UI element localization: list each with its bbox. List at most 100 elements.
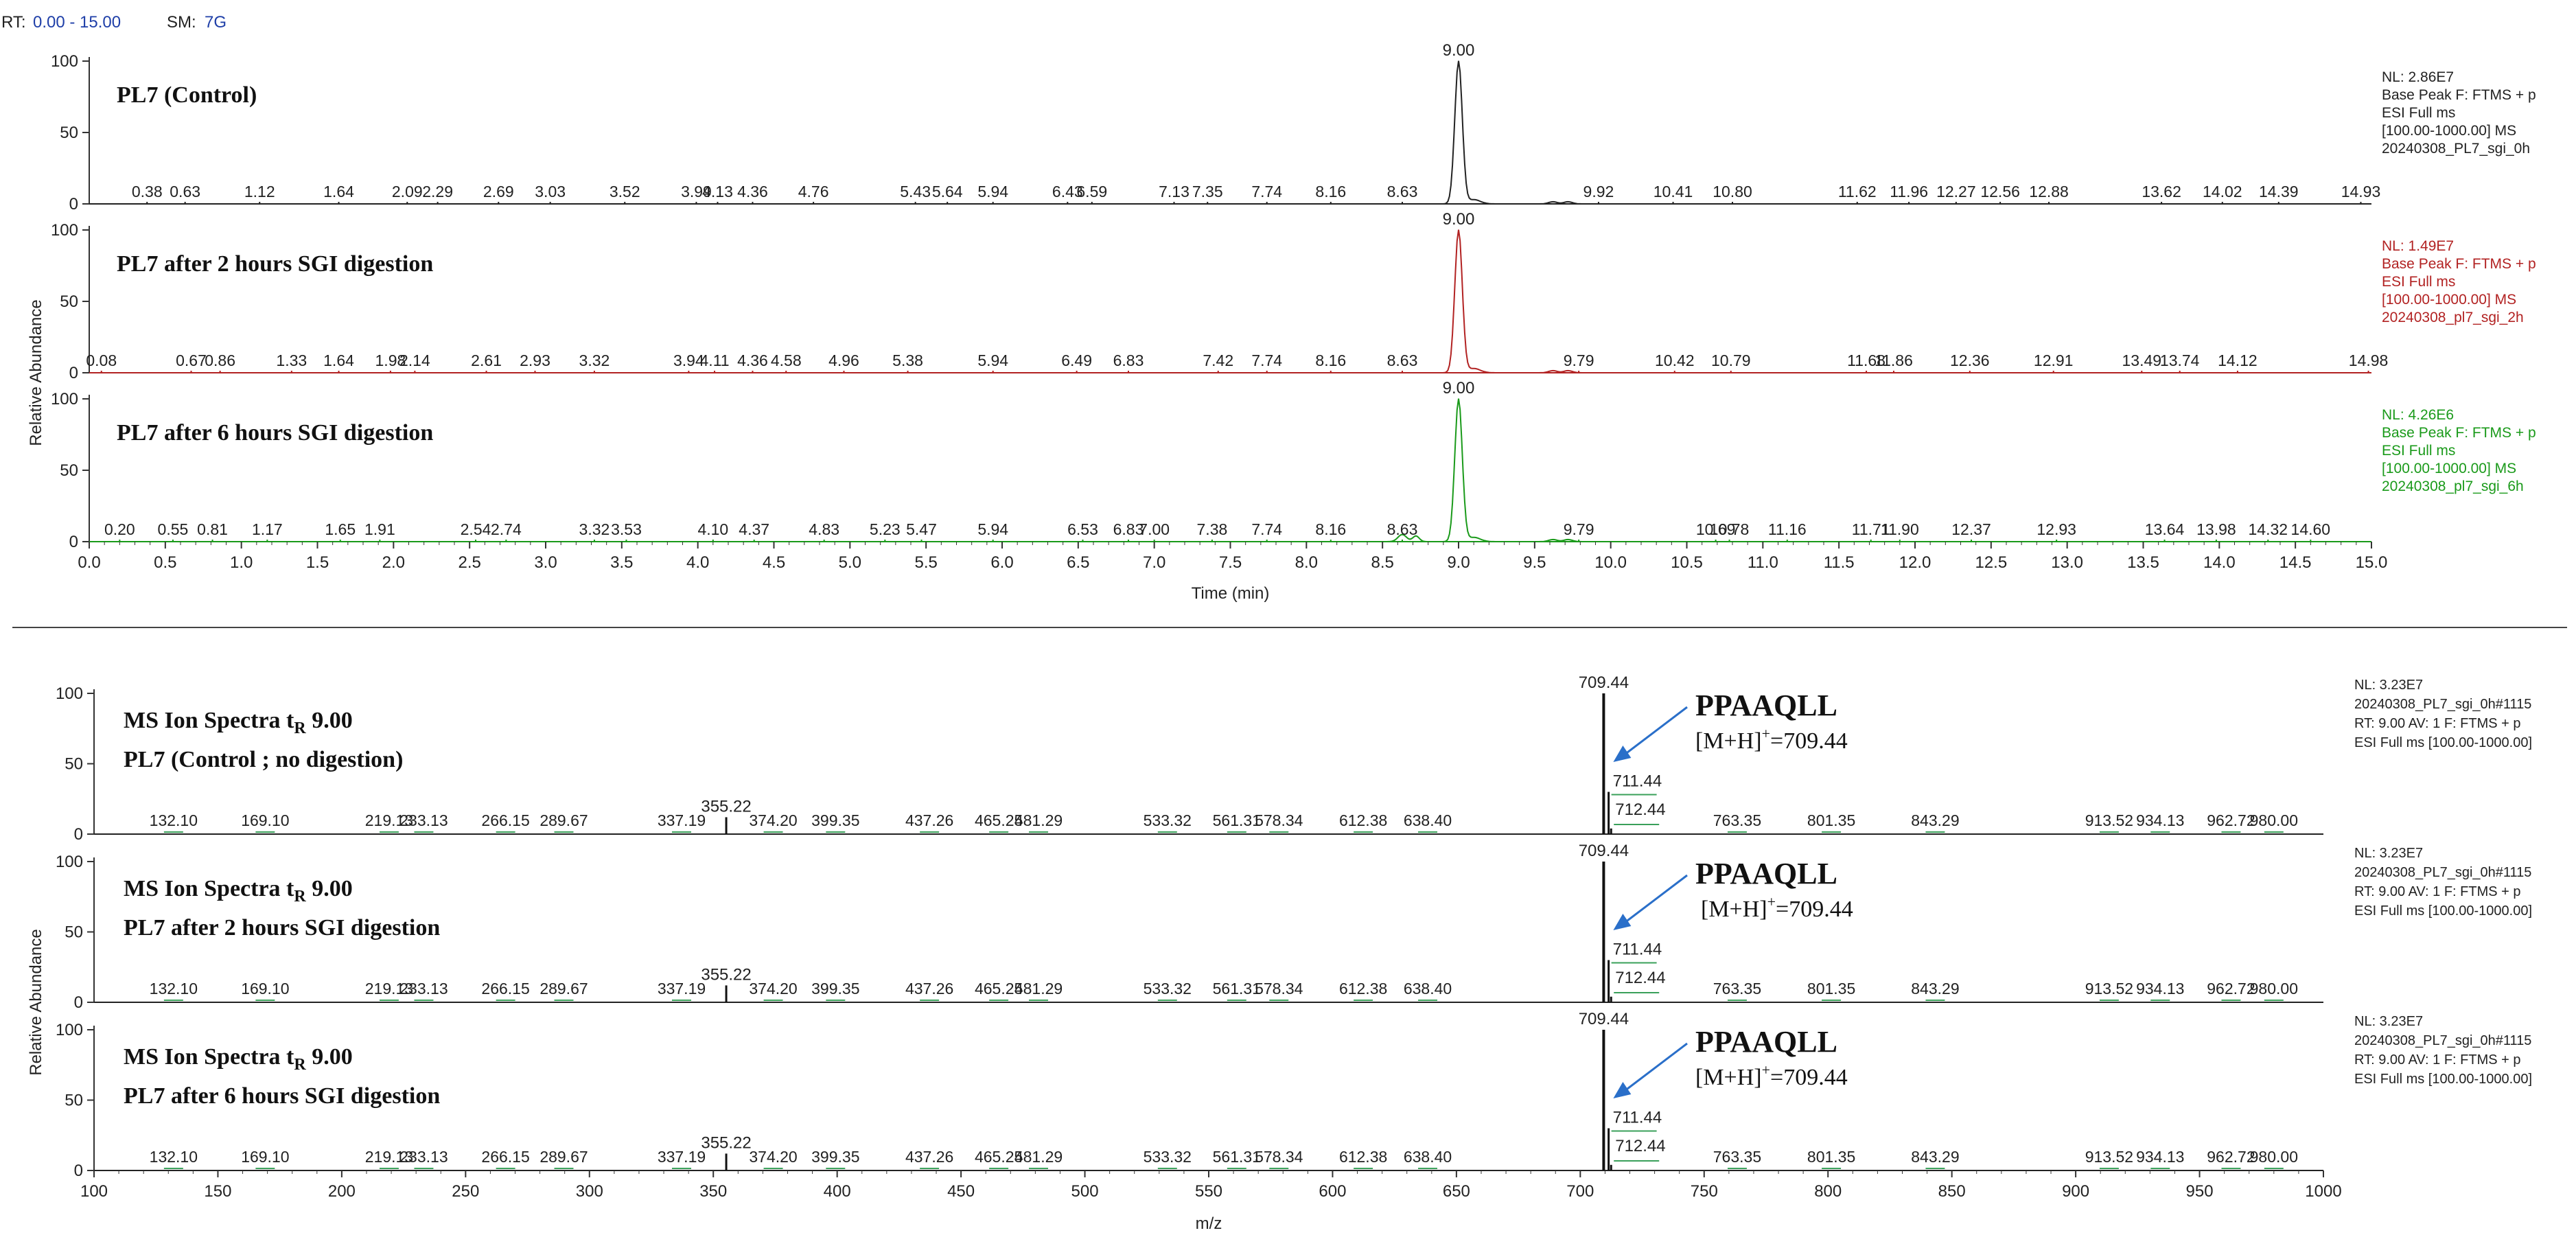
peak-label: 561.31 <box>1213 811 1261 829</box>
x-tick-label: 12.0 <box>1899 553 1931 572</box>
panel-title: PL7 after 6 hours SGI digestion <box>117 420 433 446</box>
annotation-arrow <box>1619 1042 1688 1096</box>
panel-title: PL7 after 2 hours SGI digestion <box>117 251 433 277</box>
y-axis-title: Relative Abundance <box>27 299 45 446</box>
peak-label: 4.96 <box>828 351 859 369</box>
x-tick-label: 800 <box>1814 1182 1842 1201</box>
x-tick-label: 0.5 <box>154 553 176 572</box>
spectrum-title-suffix: 9.00 <box>306 708 353 733</box>
x-tick-label: 14.5 <box>2279 553 2312 572</box>
peak-label: 980.00 <box>2250 811 2298 829</box>
x-tick-label: 14.0 <box>2203 553 2236 572</box>
x-tick-label: 6.0 <box>990 553 1013 572</box>
x-tick-label: 2.5 <box>458 553 480 572</box>
chromatogram-panel-1: 0 50 100 9.00 0.38 0.63 1.12 1.64 2.09 2.29 2.69 3.… <box>51 41 2536 214</box>
peak-label: 10.80 <box>1713 183 1752 200</box>
ion-prefix: [M+H] <box>1695 1065 1762 1090</box>
y-tick-label: 0 <box>74 825 83 844</box>
spectrum-title: MS Ion Spectra tR 9.00 <box>124 1044 353 1074</box>
peak-label: 9.79 <box>1564 520 1594 538</box>
x-tick-label: 750 <box>1691 1182 1718 1201</box>
peak-label: 4.13 <box>702 183 733 200</box>
peak-label: 2.54 <box>461 520 491 538</box>
peak-label: 3.94 <box>673 351 704 369</box>
peak-label: 12.88 <box>2029 183 2069 200</box>
info-line: 20240308_PL7_sgi_0h#1115 <box>2354 697 2531 712</box>
peak-label: 355.22 <box>701 797 751 816</box>
peak-label: 132.10 <box>150 1148 198 1166</box>
peak-label: 8.63 <box>1387 351 1418 369</box>
peak-label: 2.09 <box>392 183 423 200</box>
peak-label: 233.13 <box>399 811 448 829</box>
peak-label: 13.98 <box>2196 520 2236 538</box>
peak-label: 4.36 <box>737 183 768 200</box>
peak-label: 374.20 <box>749 1148 797 1166</box>
ion-superscript: + <box>1762 725 1770 742</box>
main-peak-label: 9.00 <box>1443 379 1475 397</box>
peak-label: 913.52 <box>2085 1148 2133 1166</box>
y-tick-label: 100 <box>51 390 78 408</box>
peak-label: 6.83 <box>1113 520 1144 538</box>
peak-label: 1.65 <box>325 520 356 538</box>
peak-label: 5.43 <box>900 183 931 200</box>
peak-label: 266.15 <box>481 1148 529 1166</box>
info-line: 20240308_PL7_sgi_0h#1115 <box>2354 865 2531 880</box>
annotation-arrow <box>1619 706 1688 759</box>
spectrum-title: MS Ion Spectra tR 9.00 <box>124 708 353 737</box>
peak-label: 612.38 <box>1339 811 1387 829</box>
sm-value: 7G <box>205 13 227 32</box>
rt-range: 0.00 - 15.00 <box>33 13 121 32</box>
peak-label: 4.36 <box>737 351 768 369</box>
x-tick-label: 7.0 <box>1143 553 1165 572</box>
peak-label: 5.47 <box>906 520 937 538</box>
spectrum-subtitle: PL7 after 6 hours SGI digestion <box>124 1083 440 1109</box>
ion-prefix: [M+H] <box>1695 728 1762 754</box>
y-tick-label: 100 <box>56 684 83 703</box>
peak-label: 10.78 <box>1710 520 1750 538</box>
y-tick-label: 50 <box>60 292 78 311</box>
peak-label: 8.16 <box>1315 183 1346 200</box>
x-tick-label: 500 <box>1071 1182 1099 1201</box>
chromatogram-panel-2: 0 50 100 9.00 0.08 0.670.86 1.33 1.64 1.982.14 2.… <box>51 210 2536 382</box>
peak-label: 1.12 <box>244 183 275 200</box>
peak-label: 5.94 <box>977 183 1008 200</box>
peak-label: 289.67 <box>539 1148 588 1166</box>
spectrum-title-prefix: MS Ion Spectra t <box>124 1044 294 1070</box>
arrow-head <box>1613 1082 1632 1098</box>
ion-prefix: [M+H] <box>1701 897 1767 922</box>
x-tick-label: 8.0 <box>1295 553 1318 572</box>
peak-label: 7.38 <box>1197 520 1228 538</box>
peak-label: 801.35 <box>1807 1148 1855 1166</box>
x-tick-label: 3.0 <box>534 553 557 572</box>
peak-label: 169.10 <box>241 811 289 829</box>
x-tick-label: 950 <box>2186 1182 2214 1201</box>
peak-label: 6.49 <box>1061 351 1092 369</box>
spectrum-title-subscript: R <box>294 888 306 905</box>
peak-label: 1.91 <box>364 520 395 538</box>
peak-label: 3.52 <box>610 183 640 200</box>
peak-label: 2.29 <box>422 183 453 200</box>
peak-label: 355.22 <box>701 1133 751 1152</box>
peak-label: 481.29 <box>1014 980 1063 997</box>
annotation-arrow <box>1619 874 1688 927</box>
peak-label: 465.25 <box>975 980 1023 997</box>
peak-label: 561.31 <box>1213 1148 1261 1166</box>
peak-label: 711.44 <box>1613 941 1662 959</box>
peak-label: 437.26 <box>905 980 953 997</box>
peak-label: 578.34 <box>1255 811 1303 829</box>
x-tick-label: 7.5 <box>1219 553 1242 572</box>
peak-label: 132.10 <box>150 980 198 997</box>
peak-label: 578.34 <box>1255 980 1303 997</box>
peak-label: 763.35 <box>1713 980 1761 997</box>
peak-label: 11.62 <box>1838 183 1877 200</box>
peak-label: 11.68 <box>1847 351 1885 369</box>
peak-label: 2.93 <box>520 351 550 369</box>
peak-label: 14.60 <box>2291 520 2331 538</box>
peak-label: 13.74 <box>2160 351 2200 369</box>
peak-label: 7.74 <box>1251 520 1282 538</box>
y-tick-label: 0 <box>69 533 78 551</box>
peak-label: 5.94 <box>977 351 1008 369</box>
peak-label: 0.55 <box>158 520 189 538</box>
peak-label: 962.72 <box>2207 811 2255 829</box>
main-peak-label: 9.00 <box>1443 210 1475 229</box>
